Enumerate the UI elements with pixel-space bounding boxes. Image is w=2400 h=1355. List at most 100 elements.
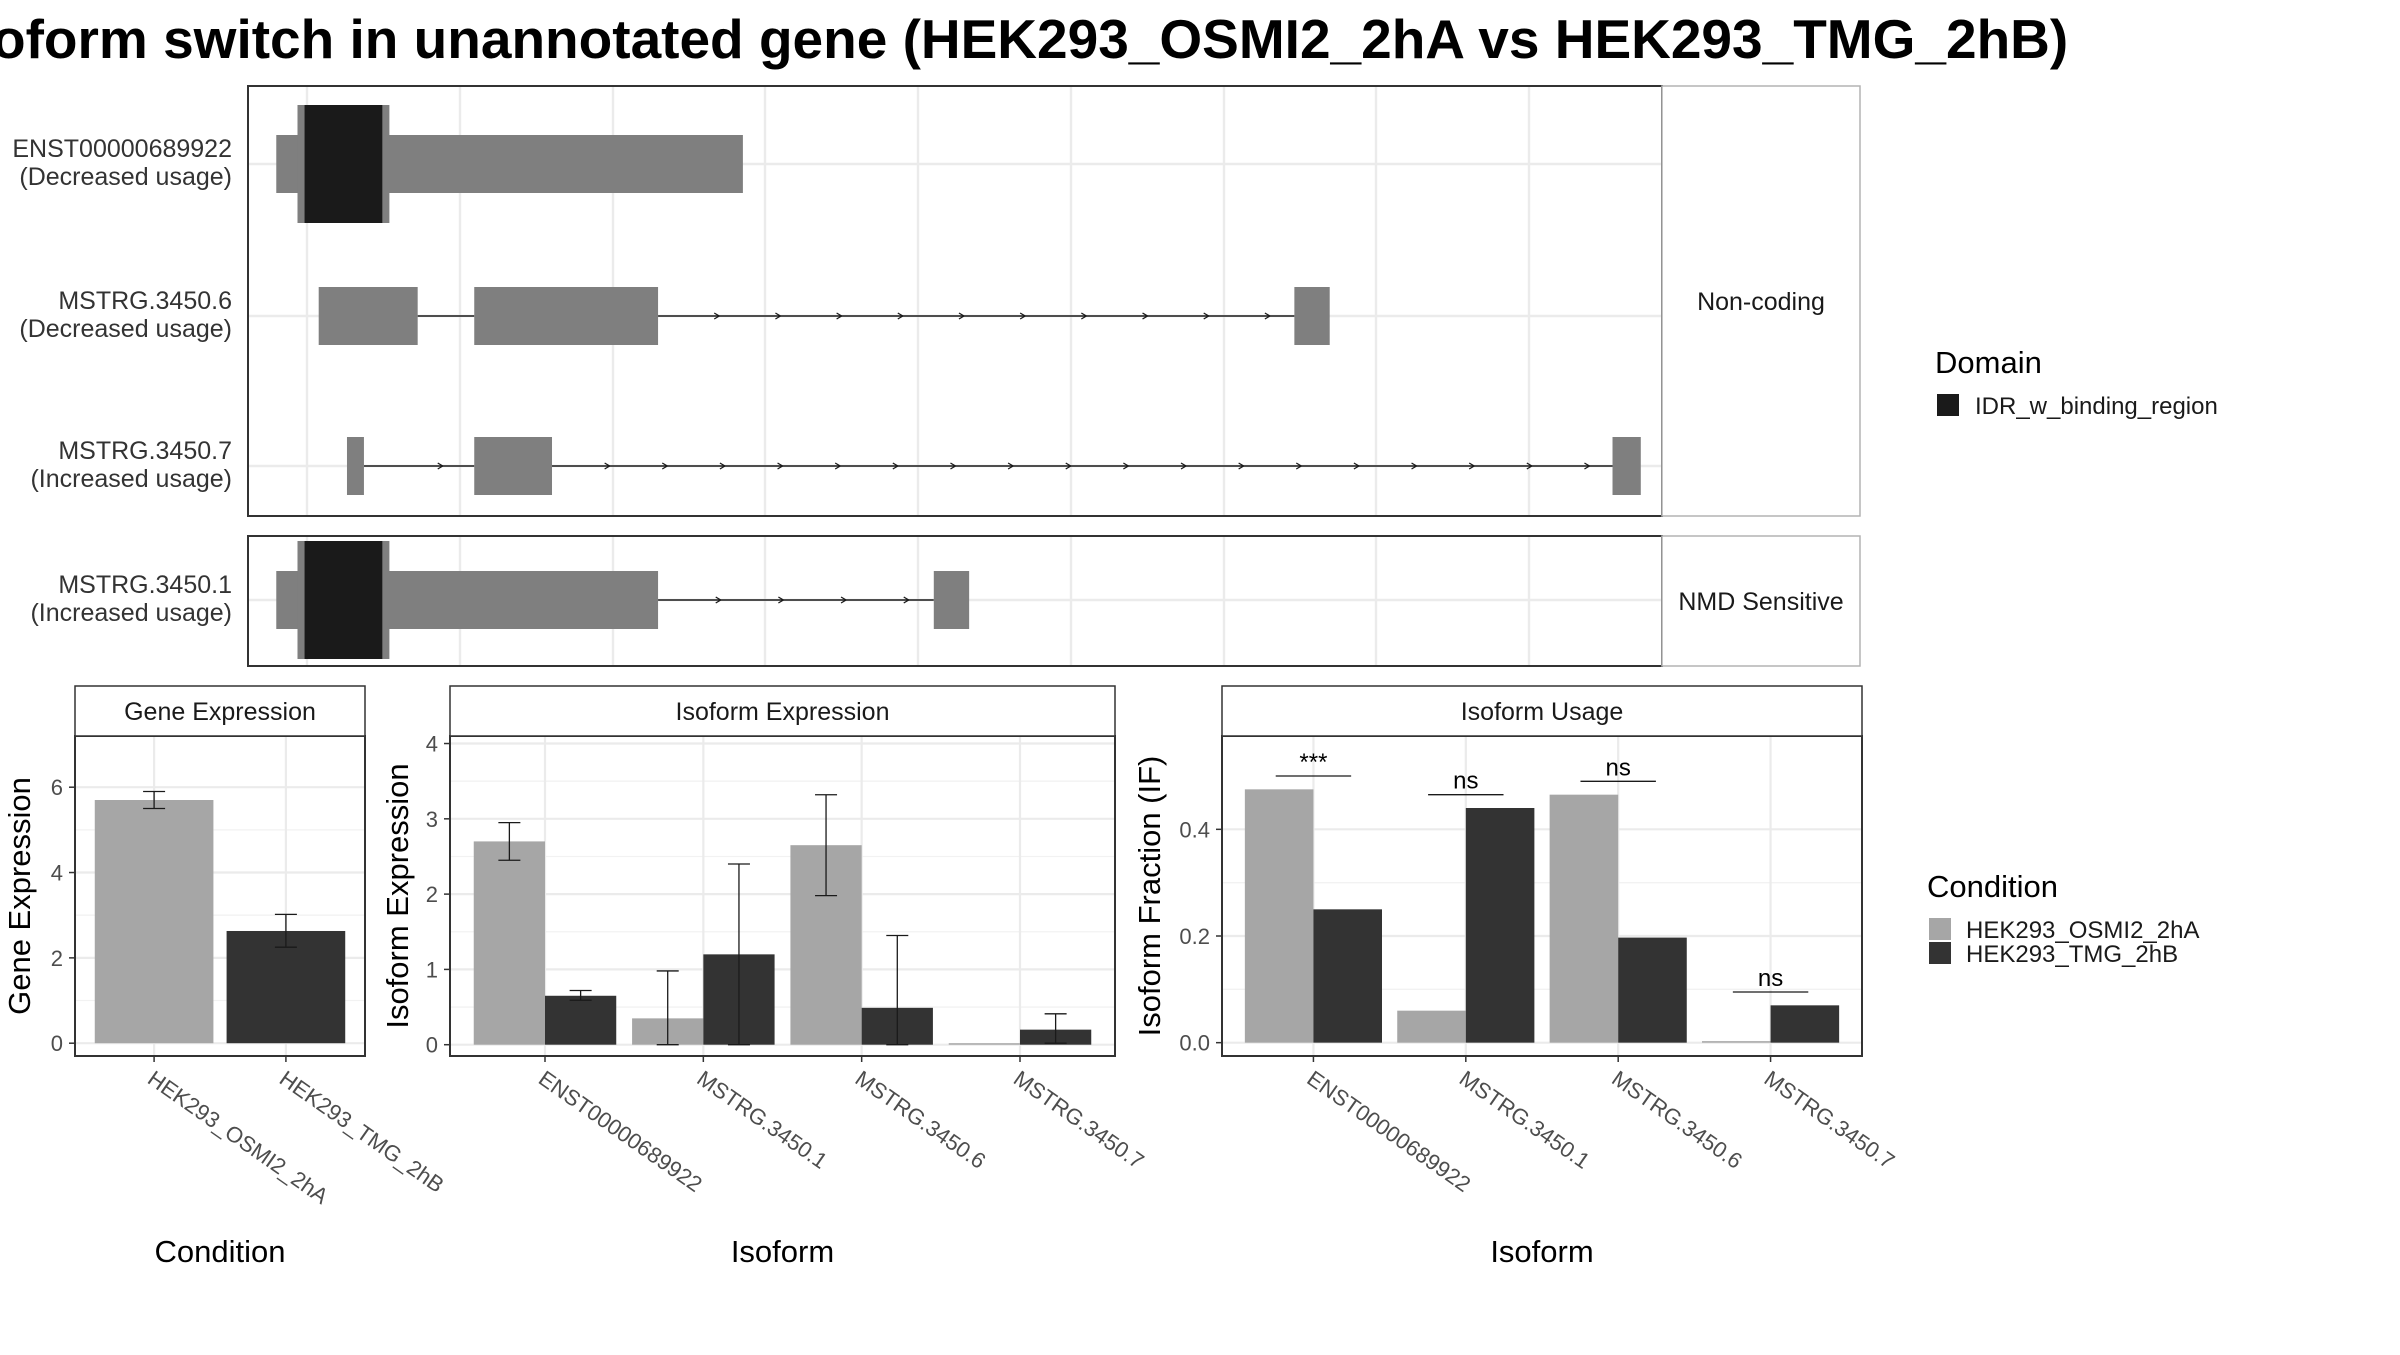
- isoform-structure-plot: ENST00000689922(Decreased usage)MSTRG.34…: [12, 85, 1861, 667]
- bar: [1702, 1041, 1771, 1043]
- figure-title: oform switch in unannotated gene (HEK293…: [0, 8, 2068, 70]
- y-tick-label: 0.0: [1179, 1031, 1210, 1056]
- intron-arrow: [1468, 462, 1476, 470]
- transcript-track: [346, 437, 1641, 495]
- exon: [318, 287, 418, 345]
- x-tick-label: MSTRG.3450.7: [1009, 1066, 1149, 1174]
- intron-arrow: [892, 462, 900, 470]
- bar: [1465, 808, 1535, 1043]
- intron-arrow: [715, 596, 722, 604]
- intron-arrow: [661, 462, 669, 470]
- y-tick-label: 2: [51, 946, 63, 971]
- condition-legend-key-b: [1929, 942, 1951, 964]
- bar-panel-strip-label: Isoform Expression: [676, 698, 890, 726]
- intron-arrow: [958, 312, 966, 320]
- intron-arrow: [950, 462, 957, 470]
- condition-legend-label-a: HEK293_OSMI2_2hA: [1966, 917, 2199, 944]
- x-tick-label: MSTRG.3450.6: [1607, 1066, 1747, 1174]
- condition-legend-title: Condition: [1927, 869, 2058, 904]
- y-axis-title: Isoform Fraction (IF): [1132, 756, 1167, 1037]
- isoform-usage-label: (Decreased usage): [19, 163, 232, 191]
- intron-arrow: [775, 312, 782, 320]
- y-tick-label: 0: [426, 1033, 438, 1058]
- bar: [1770, 1005, 1840, 1043]
- condition-legend: Condition HEK293_OSMI2_2hA HEK293_TMG_2h…: [1927, 869, 2199, 968]
- intron-arrow: [1295, 462, 1303, 470]
- bar: [1618, 937, 1687, 1043]
- bar: [1313, 909, 1382, 1043]
- transcript-track: [276, 105, 743, 223]
- intron-arrow: [1411, 462, 1418, 470]
- bar-panel-strip-label: Isoform Usage: [1461, 698, 1624, 726]
- domain-legend: Domain IDR_w_binding_region: [1935, 345, 2218, 420]
- category-strip: [1661, 535, 1861, 667]
- x-tick-label: MSTRG.3450.6: [851, 1066, 991, 1174]
- domain-legend-title: Domain: [1935, 345, 2042, 380]
- intron-arrow: [1123, 462, 1130, 470]
- transcript-track: [276, 541, 970, 659]
- y-axis-title: Gene Expression: [2, 777, 37, 1015]
- intron-arrow: [719, 462, 727, 470]
- isoform-id-label: MSTRG.3450.7: [58, 437, 232, 465]
- category-strip: [1661, 85, 1861, 517]
- bar: [94, 800, 214, 1044]
- intron-arrow: [834, 462, 842, 470]
- y-tick-label: 0: [51, 1031, 63, 1056]
- exon: [1612, 437, 1641, 495]
- exon: [1294, 287, 1330, 345]
- y-tick-label: 4: [426, 732, 438, 757]
- transcript-track: [318, 287, 1330, 345]
- domain-region: [304, 541, 383, 659]
- intron-arrow: [1238, 462, 1245, 470]
- bar: [473, 841, 545, 1045]
- y-axis-title: Isoform Expression: [380, 763, 415, 1028]
- intron-arrow: [1065, 462, 1072, 470]
- domain-legend-label: IDR_w_binding_region: [1975, 393, 2218, 420]
- significance-label: ns: [1606, 754, 1631, 781]
- intron-arrow: [1180, 462, 1188, 470]
- bar: [545, 995, 617, 1045]
- y-tick-label: 0.2: [1179, 924, 1210, 949]
- bar: [1397, 1010, 1466, 1043]
- intron-arrow: [1007, 462, 1015, 470]
- intron-arrow: [777, 462, 784, 470]
- significance-label: ns: [1453, 768, 1478, 795]
- bar: [1244, 789, 1314, 1043]
- x-tick-label: MSTRG.3450.1: [1455, 1066, 1595, 1174]
- x-axis-title: Isoform: [731, 1234, 834, 1269]
- domain-region: [304, 105, 383, 223]
- category-strip-label: Non-coding: [1697, 288, 1825, 316]
- bar-chart-panel: 0.0 0.2 0.4 *** ns ns ns Isoform Usage ENST00000…: [1132, 685, 1900, 1269]
- bar-panel-strip: [74, 685, 366, 737]
- structure-panel: ENST00000689922(Decreased usage)MSTRG.34…: [12, 85, 1861, 517]
- x-tick-label: ENST00000689922: [1303, 1066, 1476, 1197]
- intron-arrow: [1081, 312, 1088, 320]
- y-tick-label: 1: [426, 957, 438, 982]
- x-axis-title: Isoform: [1490, 1234, 1593, 1269]
- intron-arrow: [903, 596, 910, 604]
- isoform-usage-label: (Decreased usage): [19, 315, 232, 343]
- intron-arrow: [836, 312, 843, 320]
- x-tick-label: MSTRG.3450.7: [1760, 1066, 1900, 1174]
- intron-arrow: [1526, 462, 1534, 470]
- bar: [1549, 794, 1619, 1043]
- isoform-usage-label: (Increased usage): [30, 599, 232, 627]
- intron-arrow: [778, 596, 785, 604]
- intron-arrow: [1142, 312, 1149, 320]
- y-tick-label: 3: [426, 807, 438, 832]
- isoform-id-label: MSTRG.3450.6: [58, 287, 232, 315]
- exon: [346, 437, 364, 495]
- intron-arrow: [604, 462, 611, 470]
- intron-arrow: [1584, 462, 1591, 470]
- significance-label: ***: [1299, 749, 1327, 776]
- intron-arrow: [1353, 462, 1361, 470]
- bar-panel-strip-label: Gene Expression: [124, 698, 316, 726]
- y-tick-label: 4: [51, 861, 63, 886]
- y-tick-label: 6: [51, 775, 63, 800]
- significance-label: ns: [1758, 965, 1783, 992]
- y-tick-label: 0.4: [1179, 817, 1210, 842]
